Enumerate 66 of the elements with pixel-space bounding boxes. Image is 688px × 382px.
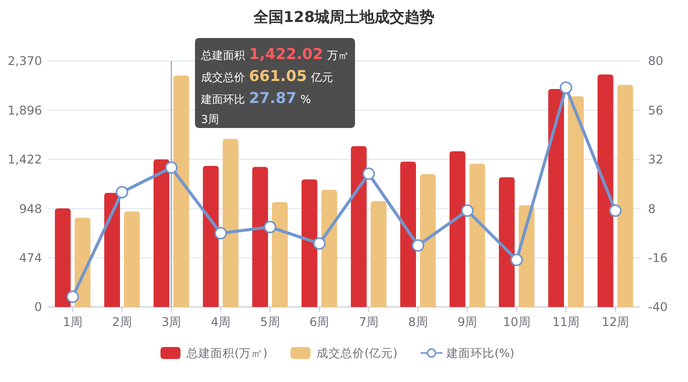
bar <box>548 89 564 307</box>
x-tick-label: 5周 <box>260 315 280 329</box>
point <box>510 254 523 266</box>
bar <box>124 212 140 307</box>
x-tick-label: 10周 <box>503 315 530 329</box>
bar <box>568 96 584 307</box>
y2-tick-label: -40 <box>648 300 668 314</box>
annotation: 总建面积 1,422.02 万㎡ <box>200 44 350 63</box>
point <box>66 290 79 303</box>
bar <box>202 166 219 307</box>
bar <box>370 201 386 307</box>
bar <box>598 74 614 307</box>
legend-label: 建面环比(%) <box>446 346 514 360</box>
y2-tick-label: -16 <box>648 251 668 265</box>
x-tick-label: 6周 <box>310 315 330 329</box>
bar <box>54 208 71 307</box>
x-tick-label: 2周 <box>112 315 132 329</box>
legend-label: 总建面积(万㎡) <box>186 346 268 360</box>
x-tick-label: 11周 <box>552 315 580 329</box>
bar <box>350 146 367 307</box>
bar <box>321 190 338 307</box>
x-tick-label: 8周 <box>408 315 428 329</box>
y2-tick-label: 80 <box>648 54 664 68</box>
bar <box>252 166 268 307</box>
x-tick-label: 12周 <box>602 315 629 329</box>
point <box>412 239 424 252</box>
annotation: 3周 <box>201 112 219 126</box>
bar <box>272 202 288 307</box>
x-tick-label: 3周 <box>162 315 182 329</box>
legend-label: 成交总价(亿元) <box>316 346 398 360</box>
bar <box>469 164 486 307</box>
point <box>165 161 178 174</box>
annotation: 成交总价 661.05 亿元 <box>201 66 333 85</box>
y2-tick-label: 32 <box>648 152 664 167</box>
point <box>362 168 375 180</box>
bar <box>302 179 318 307</box>
bar <box>173 76 190 307</box>
bar <box>104 192 120 307</box>
y2-tick-label: 8 <box>648 202 656 216</box>
point <box>214 226 227 240</box>
annotation: 建面环比 27.87 % <box>200 88 311 107</box>
point <box>560 81 572 94</box>
y2-tick-label: 56 <box>648 103 664 118</box>
y-tick-label: 948 <box>19 202 42 216</box>
x-tick-label: 1周 <box>62 315 82 329</box>
y-tick-label: 1,422 <box>8 152 42 167</box>
y-tick-label: 2,370 <box>8 54 42 68</box>
bar <box>222 138 238 307</box>
point <box>116 186 128 198</box>
point <box>313 237 326 250</box>
bar <box>420 174 436 307</box>
point <box>461 204 474 217</box>
y-tick-label: 474 <box>19 251 42 265</box>
chart-title: 全国128城周土地成交趋势 <box>252 8 435 26</box>
x-tick-label: 9周 <box>458 315 478 329</box>
bar <box>154 159 170 307</box>
point <box>264 220 276 234</box>
y-tick-label: 0 <box>34 300 42 314</box>
x-tick-label: 4周 <box>210 315 230 329</box>
bar <box>400 162 416 307</box>
x-tick-label: 7周 <box>358 315 378 329</box>
y-tick-label: 1,896 <box>8 103 42 118</box>
bar <box>617 84 634 307</box>
bar <box>498 177 515 307</box>
bar <box>450 151 466 307</box>
point <box>609 204 622 217</box>
